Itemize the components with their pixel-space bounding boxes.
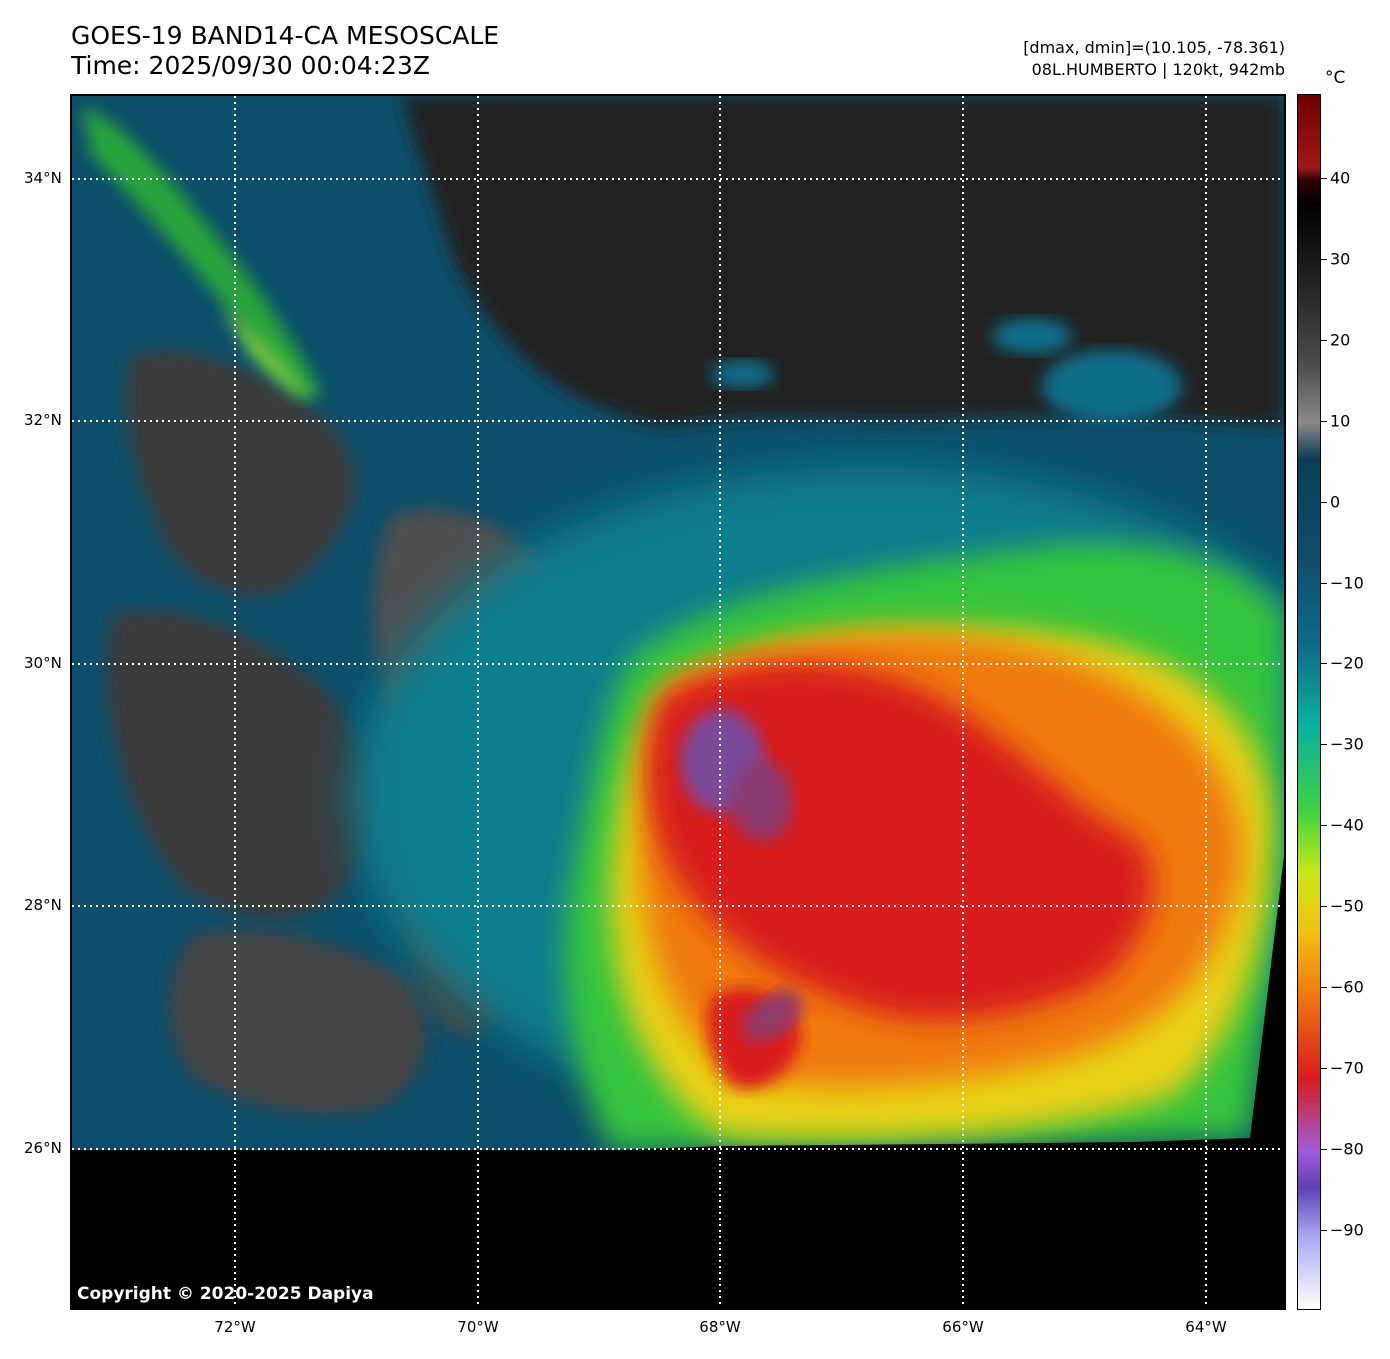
colorbar-tick-mark [1321, 178, 1327, 179]
colorbar-tick-mark [1321, 663, 1327, 664]
lon-label-72w: 72°W [214, 1318, 256, 1336]
colorbar-tick-label: 40 [1330, 168, 1351, 188]
lat-label-26n: 26°N [24, 1139, 62, 1157]
lat-label-32n: 32°N [24, 411, 62, 429]
lon-label-64w: 64°W [1185, 1318, 1227, 1336]
colorbar-tick-label: 30 [1330, 249, 1351, 269]
colorbar-tick-label: −30 [1330, 734, 1364, 754]
colorbar-tick-mark [1321, 340, 1327, 341]
colorbar-tick-mark [1321, 259, 1327, 260]
colorbar-tick-mark [1321, 583, 1327, 584]
colorbar-tick-label: −50 [1330, 896, 1364, 916]
lat-label-34n: 34°N [24, 169, 62, 187]
storm-info-text: 08L.HUMBERTO | 120kt, 942mb [1031, 60, 1285, 79]
colorbar-tick-label: 20 [1330, 330, 1351, 350]
colorbar-tick-label: −70 [1330, 1058, 1364, 1078]
colorbar-tick-label: 0 [1330, 492, 1341, 512]
lon-label-68w: 68°W [699, 1318, 741, 1336]
colorbar-tick-label: 10 [1330, 411, 1351, 431]
graticule [72, 96, 1284, 1308]
lon-label-66w: 66°W [942, 1318, 984, 1336]
colorbar-tick-label: −10 [1330, 573, 1364, 593]
colorbar-tick-label: −40 [1330, 815, 1364, 835]
colorbar-tick-mark [1321, 421, 1327, 422]
lat-label-30n: 30°N [24, 654, 62, 672]
copyright-text: Copyright © 2020-2025 Dapiya [77, 1284, 374, 1304]
imagery-layer [72, 96, 1284, 1150]
colorbar-tick-label: −60 [1330, 977, 1364, 997]
colorbar-tick-label: −90 [1330, 1220, 1364, 1240]
colorbar-tick-mark [1321, 1230, 1327, 1231]
colorbar-tick-mark [1321, 1068, 1327, 1069]
colorbar-tick-mark [1321, 744, 1327, 745]
lat-label-28n: 28°N [24, 896, 62, 914]
satellite-map [70, 94, 1286, 1310]
data-range-text: [dmax, dmin]=(10.105, -78.361) [1023, 38, 1285, 57]
colorbar-tick-mark [1321, 825, 1327, 826]
temperature-colorbar [1297, 94, 1321, 1310]
colorbar-tick-mark [1321, 502, 1327, 503]
map-time: Time: 2025/09/30 00:04:23Z [71, 51, 430, 80]
colorbar-tick-mark [1321, 987, 1327, 988]
colorbar-tick-label: −20 [1330, 653, 1364, 673]
satellite-imagery [72, 96, 1284, 1308]
colorbar-tick-label: −80 [1330, 1139, 1364, 1159]
colorbar-unit: °C [1325, 68, 1346, 88]
map-title: GOES-19 BAND14-CA MESOSCALE [71, 21, 500, 50]
lon-label-70w: 70°W [457, 1318, 499, 1336]
colorbar-tick-mark [1321, 906, 1327, 907]
colorbar-tick-mark [1321, 1149, 1327, 1150]
